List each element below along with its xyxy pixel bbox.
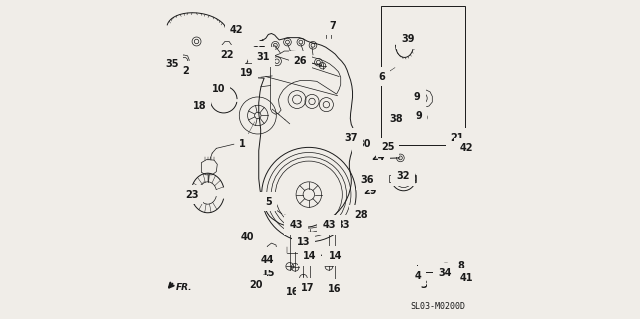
Bar (243, 68, 255, 77)
Text: 32: 32 (396, 171, 410, 181)
Text: 43: 43 (322, 220, 336, 230)
Text: 42: 42 (230, 25, 243, 35)
Text: 5: 5 (265, 197, 272, 207)
Text: 6: 6 (379, 71, 385, 82)
Bar (413, 175, 416, 182)
Text: 23: 23 (185, 189, 198, 200)
Text: 39: 39 (401, 34, 415, 44)
Text: 11: 11 (310, 248, 324, 258)
Text: 16: 16 (328, 284, 341, 294)
Text: 2: 2 (182, 66, 189, 76)
Text: 42: 42 (460, 143, 473, 153)
Bar (389, 175, 392, 182)
Text: SL03-M0200D: SL03-M0200D (410, 302, 465, 311)
Text: 4: 4 (415, 271, 422, 281)
Text: 19: 19 (240, 68, 253, 78)
Text: 14: 14 (329, 251, 342, 261)
Text: 38: 38 (389, 114, 403, 124)
Text: 18: 18 (193, 101, 206, 111)
Text: 31: 31 (257, 52, 270, 62)
Text: 26: 26 (294, 56, 307, 66)
Text: 10: 10 (212, 84, 225, 94)
Text: 35: 35 (165, 59, 179, 69)
Text: 9: 9 (415, 111, 422, 122)
Text: 20: 20 (249, 279, 262, 290)
Text: 36: 36 (360, 175, 374, 185)
Text: 13: 13 (297, 237, 310, 247)
Text: 28: 28 (354, 210, 367, 220)
Text: 41: 41 (460, 273, 473, 283)
Text: 37: 37 (344, 133, 358, 143)
Text: 30: 30 (357, 139, 371, 149)
Text: 34: 34 (438, 268, 452, 278)
Text: 14: 14 (303, 251, 317, 261)
Text: 3: 3 (420, 279, 427, 290)
Text: 17: 17 (301, 283, 314, 293)
Bar (245, 63, 253, 69)
Text: 40: 40 (241, 232, 254, 242)
Text: 33: 33 (336, 220, 349, 230)
Text: 1: 1 (239, 139, 246, 149)
Text: 15: 15 (262, 268, 275, 278)
Text: 7: 7 (330, 20, 336, 31)
Text: 29: 29 (364, 186, 377, 197)
Text: 44: 44 (260, 255, 274, 265)
Text: 16: 16 (286, 287, 300, 297)
Bar (381, 6, 465, 145)
Text: FR.: FR. (176, 283, 192, 292)
Text: 24: 24 (371, 152, 385, 162)
Text: 12: 12 (264, 252, 277, 262)
Text: 8: 8 (458, 261, 465, 271)
Text: 43: 43 (289, 220, 303, 230)
Text: 27: 27 (253, 46, 266, 56)
Text: 22: 22 (220, 50, 234, 60)
Text: 9: 9 (414, 92, 420, 102)
Text: 21: 21 (451, 133, 464, 143)
Text: 25: 25 (381, 142, 394, 152)
